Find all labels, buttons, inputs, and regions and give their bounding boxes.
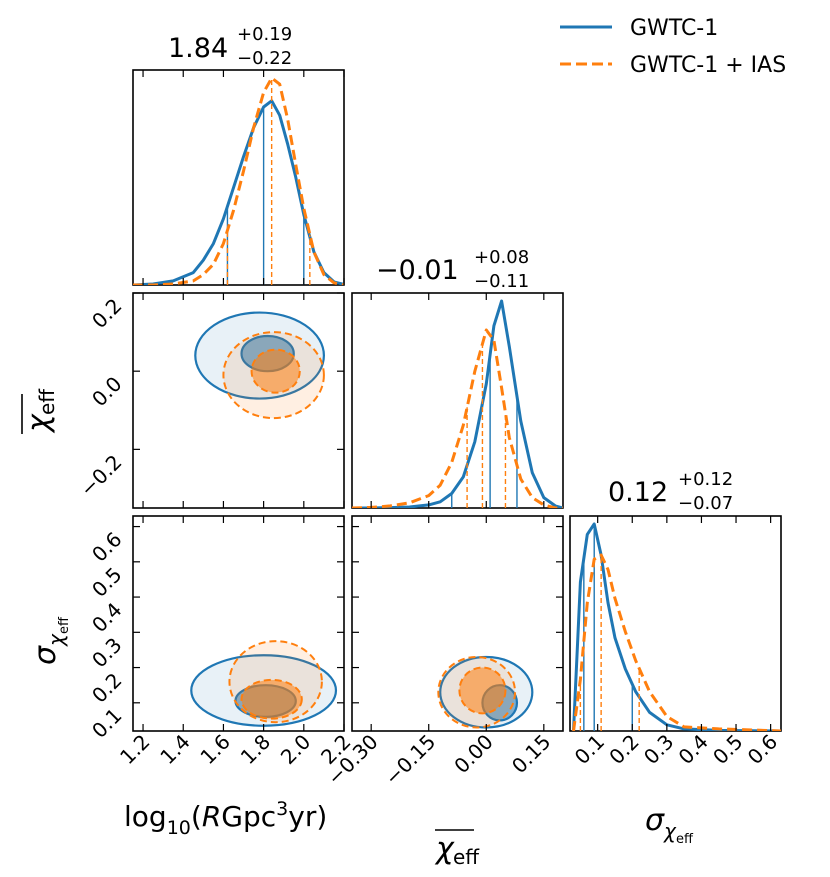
title-chi-sub: −0.11 — [474, 271, 529, 292]
title-sigma-main: 0.12 — [608, 477, 668, 508]
ytick-label-sigma-4: 0.5 — [87, 562, 126, 601]
xtick-label-logR-4: 2.0 — [276, 730, 315, 769]
contour-sigma_vs_chi-ias-inner — [458, 666, 507, 715]
svg-text:eff: eff — [453, 845, 480, 869]
xtick-label-logR-3: 1.8 — [236, 730, 275, 769]
title-logR: 1.84 +0.19 −0.22 — [168, 24, 292, 69]
panel-logR-hist — [132, 69, 345, 286]
xtick-label-sigma-5: 0.6 — [743, 730, 782, 769]
panel-sigma-vs-logR — [132, 515, 345, 732]
xtick-label-sigma-4: 0.5 — [708, 730, 747, 769]
xtick-label-sigma-0: 0.1 — [570, 730, 609, 769]
marginal-chi — [352, 299, 563, 508]
svg-text:eff: eff — [35, 388, 59, 415]
marginal-curve-sigma-gwtc1 — [572, 522, 781, 731]
svg-text:χ: χ — [21, 413, 56, 434]
panel-chi-vs-logR — [132, 292, 345, 509]
svg-text:σ: σ — [645, 803, 665, 838]
svg-text:eff: eff — [57, 616, 72, 634]
panel-sigma-vs-chi — [351, 515, 564, 732]
ytick-label-sigma-2: 0.3 — [87, 633, 126, 672]
xtick-label-logR-1: 1.4 — [155, 730, 194, 769]
contour-sigma_vs_logR-ias-inner — [240, 678, 303, 720]
contours-chi_vs_logR — [194, 311, 326, 420]
xtick-label-logR-2: 1.6 — [195, 730, 234, 769]
legend-ias-label: GWTC-1 + IAS — [630, 53, 786, 78]
svg-text:eff: eff — [676, 832, 694, 847]
plot-layer — [133, 76, 781, 731]
xlabel-logR: log10(RGpc3yr) — [124, 798, 327, 839]
title-sigma: 0.12 +0.12 −0.07 — [608, 469, 733, 514]
xlabel-chi: χ eff — [434, 829, 480, 869]
title-logR-sup: +0.19 — [237, 24, 292, 45]
marginal-curve-sigma-ias — [572, 553, 781, 731]
contour-chi_vs_logR-ias-inner — [250, 348, 301, 394]
contours-sigma_vs_chi — [437, 655, 534, 729]
ytick-label-sigma-1: 0.2 — [87, 668, 126, 707]
title-sigma-sub: −0.07 — [678, 493, 733, 514]
ytick-label-chi-1: 0.0 — [87, 372, 126, 411]
ytick-label-sigma-0: 0.1 — [87, 703, 126, 742]
xtick-label-chi-1: −0.15 — [380, 730, 440, 790]
title-logR-main: 1.84 — [168, 33, 228, 64]
contours-sigma_vs_logR — [190, 640, 338, 727]
xlabel-sigma: σ χ eff — [645, 803, 694, 847]
xtick-label-sigma-2: 0.3 — [639, 730, 678, 769]
svg-text:σ: σ — [28, 645, 63, 665]
xtick-label-chi-3: 0.15 — [507, 730, 555, 778]
svg-text:χ: χ — [44, 633, 68, 647]
marginal-curve-logR-gwtc1 — [133, 99, 344, 285]
title-chi: −0.01 +0.08 −0.11 — [376, 247, 529, 292]
xtick-label-logR-0: 1.2 — [115, 730, 154, 769]
xtick-label-sigma-3: 0.4 — [674, 730, 713, 769]
panel-sigma-hist — [569, 515, 782, 732]
marginal-logR — [133, 76, 344, 285]
svg-text:χ: χ — [434, 831, 455, 866]
panel-chi-hist — [351, 292, 564, 509]
xtick-label-sigma-1: 0.2 — [604, 730, 643, 769]
ytick-label-chi-0: −0.2 — [75, 450, 126, 501]
legend-gwtc1-label: GWTC-1 — [630, 16, 718, 41]
title-sigma-sup: +0.12 — [678, 469, 733, 490]
tick-layer: 1.2 1.4 1.6 1.8 2.0 2.2−0.30−0.15 0.00 0.15 0.10… — [75, 70, 782, 790]
ytick-label-sigma-5: 0.6 — [87, 527, 126, 566]
marginal-sigma — [572, 522, 781, 731]
ylabel-sigma: σ χ eff — [28, 616, 72, 665]
marginal-curve-logR-ias — [133, 76, 344, 285]
title-logR-sub: −0.22 — [237, 48, 292, 69]
xtick-label-chi-2: 0.00 — [449, 730, 497, 778]
ylabel-chi: χ eff — [21, 388, 59, 434]
ytick-label-sigma-3: 0.4 — [87, 598, 126, 637]
svg-text:χ: χ — [663, 819, 677, 843]
title-chi-sup: +0.08 — [474, 247, 529, 268]
marginal-curve-chi-ias — [352, 328, 563, 508]
title-chi-main: −0.01 — [376, 255, 459, 286]
marginal-curve-chi-gwtc1 — [352, 299, 563, 508]
ytick-label-chi-2: 0.2 — [87, 294, 126, 333]
legend: GWTC-1 GWTC-1 + IAS — [560, 16, 786, 78]
svg-text:log10(RGpc3yr): log10(RGpc3yr) — [124, 798, 327, 839]
